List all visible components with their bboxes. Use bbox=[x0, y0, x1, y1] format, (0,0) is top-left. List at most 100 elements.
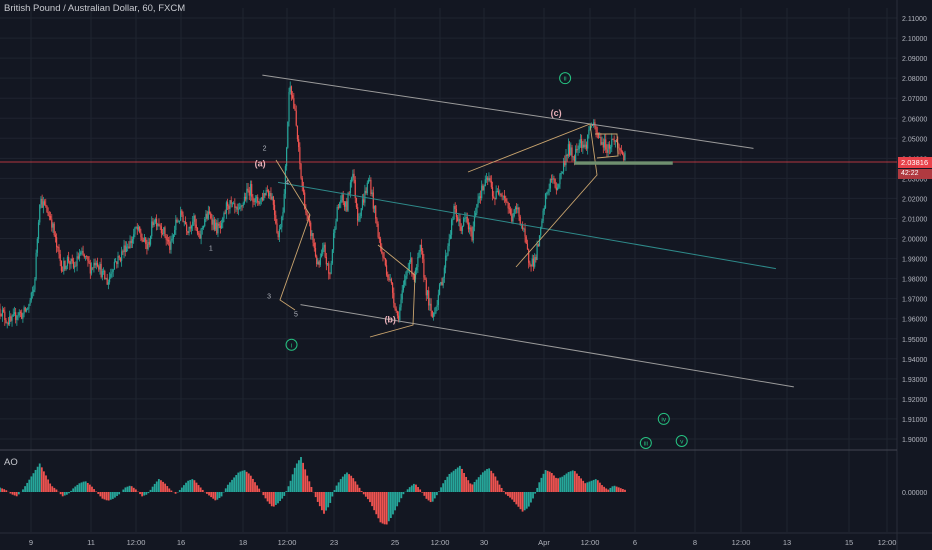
candle-body bbox=[68, 257, 70, 262]
ao-bar bbox=[252, 478, 254, 492]
candle-body bbox=[367, 180, 370, 183]
ao-bar bbox=[74, 486, 77, 492]
candle-body bbox=[248, 190, 250, 196]
candle-body bbox=[84, 256, 87, 258]
ao-bar bbox=[17, 492, 20, 495]
candle-body bbox=[430, 303, 432, 311]
candle-body bbox=[419, 244, 421, 252]
ao-bar bbox=[266, 492, 269, 502]
candle-body bbox=[17, 315, 19, 317]
candle-body bbox=[603, 139, 606, 148]
ao-bar bbox=[321, 492, 323, 511]
wave-label: (b) bbox=[384, 315, 396, 325]
candle-body bbox=[12, 313, 14, 317]
candle-body bbox=[253, 201, 255, 203]
candle-body bbox=[282, 212, 284, 217]
candle-body bbox=[294, 108, 296, 111]
candle-body bbox=[394, 303, 396, 309]
ao-bar bbox=[11, 492, 14, 495]
ao-bar bbox=[145, 492, 148, 495]
candle-body bbox=[481, 185, 483, 199]
candle-body bbox=[112, 269, 114, 272]
ao-bar bbox=[270, 492, 273, 507]
candle-body bbox=[532, 258, 535, 267]
candle-body bbox=[337, 207, 339, 208]
candle-body bbox=[230, 200, 232, 204]
candle-body bbox=[505, 198, 507, 202]
ao-bar bbox=[45, 475, 47, 492]
candle-body bbox=[325, 256, 327, 265]
ao-bar bbox=[580, 478, 583, 492]
candle-body bbox=[436, 305, 438, 308]
candle-body bbox=[501, 195, 503, 197]
candle-body bbox=[123, 245, 125, 253]
channel-lower-line bbox=[300, 304, 794, 388]
candle-body bbox=[134, 227, 136, 235]
x-tick-label: 23 bbox=[330, 538, 338, 547]
candle-body bbox=[476, 204, 478, 213]
x-tick-label: 25 bbox=[391, 538, 399, 547]
ao-bar bbox=[101, 492, 104, 499]
ao-bar bbox=[76, 484, 79, 492]
ao-bar bbox=[454, 469, 457, 492]
candle-body bbox=[95, 263, 97, 266]
candle-body bbox=[493, 196, 495, 199]
candle-body bbox=[36, 238, 38, 253]
candle-body bbox=[437, 294, 439, 306]
candle-body bbox=[509, 209, 512, 214]
ao-bar bbox=[283, 492, 286, 496]
candle-body bbox=[251, 184, 253, 197]
candle-body bbox=[163, 227, 165, 234]
y-tick-label: 2.01000 bbox=[902, 216, 927, 223]
x-tick-label: 12:00 bbox=[732, 538, 751, 547]
ao-bar bbox=[500, 487, 503, 492]
candle-body bbox=[152, 221, 154, 226]
candle-body bbox=[514, 207, 517, 210]
ao-bar bbox=[1, 488, 3, 492]
ao-bar bbox=[408, 487, 411, 492]
ao-bar bbox=[68, 492, 70, 494]
ao-bar bbox=[78, 483, 81, 492]
candle-body bbox=[146, 244, 148, 250]
ao-bar bbox=[611, 486, 614, 492]
candle-body bbox=[300, 163, 302, 179]
candle-body bbox=[479, 196, 482, 199]
ao-bar bbox=[603, 486, 605, 492]
ao-bar bbox=[337, 482, 340, 492]
ao-bar bbox=[573, 471, 576, 492]
ao-bar bbox=[341, 476, 344, 492]
candle-body bbox=[88, 260, 90, 263]
circled-wave-label: ii bbox=[564, 76, 567, 83]
ao-bar bbox=[590, 480, 593, 492]
ao-bar bbox=[5, 490, 8, 492]
candle-body bbox=[435, 307, 437, 313]
candle-body bbox=[45, 204, 47, 206]
ao-bar bbox=[546, 470, 549, 492]
ao-bar bbox=[477, 477, 480, 492]
ao-bar bbox=[132, 487, 135, 492]
ao-bar bbox=[245, 471, 248, 492]
ao-bar bbox=[318, 492, 321, 507]
candle-body bbox=[149, 236, 152, 245]
ao-bar bbox=[364, 492, 367, 497]
ao-bar bbox=[609, 487, 612, 492]
candle-body bbox=[624, 152, 626, 160]
channel-upper-line bbox=[262, 74, 754, 149]
candle-body bbox=[562, 161, 565, 172]
candle-body bbox=[18, 312, 20, 316]
candle-body bbox=[216, 222, 218, 234]
ao-bar bbox=[467, 480, 470, 492]
candle-body bbox=[225, 202, 227, 214]
ao-bar bbox=[571, 470, 574, 492]
wave-count-label: 4 bbox=[285, 179, 289, 186]
candle-body bbox=[334, 229, 336, 233]
candle-body bbox=[293, 98, 295, 109]
candle-body bbox=[58, 247, 60, 255]
ao-bar bbox=[128, 485, 131, 492]
candle-body bbox=[117, 256, 119, 265]
candle-body bbox=[82, 251, 84, 255]
candle-body bbox=[51, 219, 53, 228]
candle-body bbox=[556, 187, 559, 191]
candle-body bbox=[324, 244, 326, 257]
